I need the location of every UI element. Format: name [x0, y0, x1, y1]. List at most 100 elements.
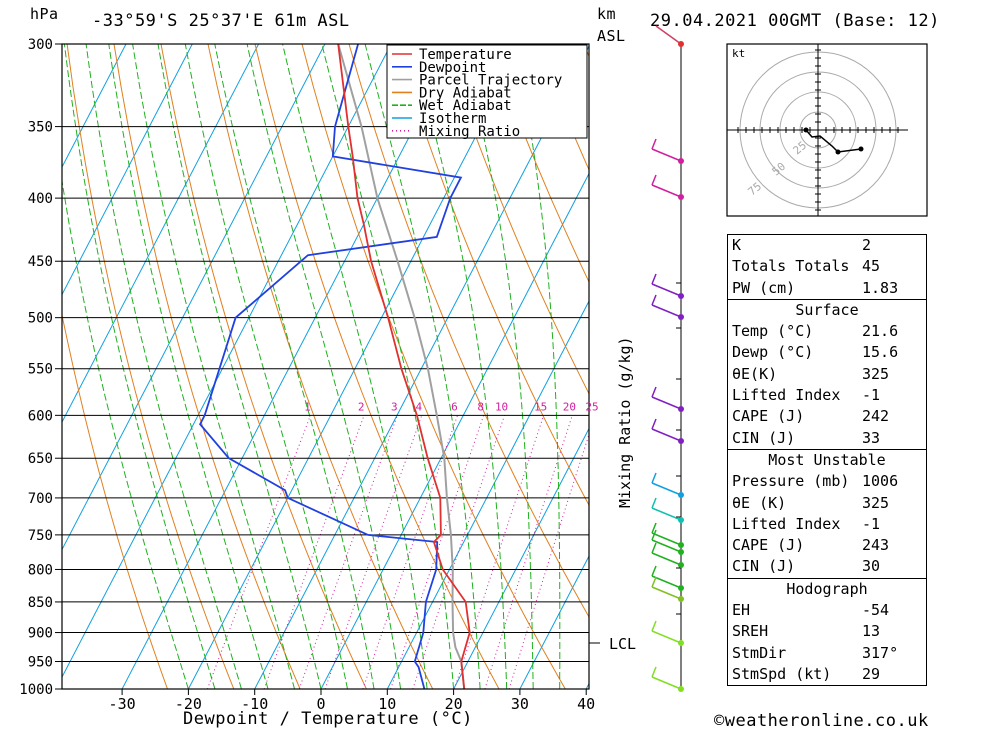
surface-dewp-label: Dewp (°C) — [732, 343, 814, 362]
surface-cape-row: CAPE (J) 242 — [728, 406, 926, 427]
dry-adiabat-line — [395, 44, 589, 507]
wind-barb-dot — [678, 517, 684, 523]
k-index-label: K — [732, 236, 742, 254]
surface-li-label: Lifted Index — [732, 386, 841, 405]
mixing-ratio-tick-label: 15 — [534, 400, 547, 413]
dry-adiabat-line — [160, 44, 367, 689]
wind-barb-flag — [651, 620, 657, 632]
totals-row: Totals Totals 45 — [728, 256, 926, 277]
legend-item-label: Temperature — [419, 47, 512, 63]
mixing-ratio-line — [324, 415, 423, 689]
asl-label: ASL — [597, 27, 626, 45]
eh-row: EH -54 — [728, 600, 926, 621]
legend-item-label: Dry Adiabat — [419, 85, 512, 101]
totals-label: Totals Totals — [732, 257, 850, 276]
wind-barb-flag — [651, 565, 657, 577]
x-tick-label: 40 — [577, 695, 595, 713]
pressure-tick-label: 750 — [28, 528, 53, 544]
surface-dewp-row: Dewp (°C) 15.6 — [728, 342, 926, 363]
wind-barb — [651, 283, 682, 297]
hodograph-point — [835, 149, 841, 155]
wind-barb-dot — [678, 314, 684, 320]
x-tick-label: 20 — [445, 695, 463, 713]
wind-barb — [651, 184, 682, 198]
mixing-ratio-line — [508, 432, 589, 689]
mixing-ratio-tick-label: 2 — [358, 400, 365, 413]
wind-barb — [651, 396, 682, 410]
mu-pres-label: Pressure (mb) — [732, 472, 850, 491]
stmdir-value: 317° — [862, 643, 899, 662]
isotherm-line — [62, 44, 260, 424]
wet-adiabat-line — [85, 44, 242, 689]
mixing-ratio-line — [263, 415, 365, 689]
pw-row: PW (cm) 1.83 — [728, 278, 926, 299]
surface-cin-row: CIN (J) 33 — [728, 428, 926, 449]
mu-pres-value: 1006 — [862, 472, 899, 491]
wind-barb-dot — [678, 585, 684, 591]
parcel-trajectory-line — [337, 44, 466, 689]
mu-cin-value: 30 — [862, 557, 881, 576]
sreh-row: SREH 13 — [728, 621, 926, 642]
mixing-ratio-tick-label: 25 — [585, 400, 598, 413]
pressure-tick-label: 950 — [28, 655, 53, 671]
isotherm-line — [62, 44, 392, 679]
pressure-tick-label: 550 — [28, 362, 53, 378]
mu-cin-label: CIN (J) — [732, 557, 796, 576]
totals-value: 45 — [862, 257, 881, 276]
wind-barb — [651, 428, 682, 442]
wind-barb-dot — [678, 406, 684, 412]
mixing-ratio-tick-label: 1 — [304, 400, 311, 413]
wet-adiabat-line — [63, 44, 216, 689]
hodograph-point — [858, 146, 864, 152]
x-tick-label: 10 — [378, 695, 396, 713]
location-title: -33°59'S 25°37'E 61m ASL — [92, 11, 350, 31]
mu-cin-row: CIN (J) 30 — [728, 556, 926, 577]
hodograph-box: Hodograph EH -54 SREH 13 StmDir 317° StmSpd… — [727, 578, 927, 687]
hodograph-point — [803, 127, 809, 133]
plot-frame — [61, 43, 590, 690]
x-tick-label: -10 — [241, 695, 268, 713]
wind-barb-flag — [651, 529, 657, 541]
legend-item-label: Dewpoint — [419, 60, 486, 76]
wind-barb-flag — [651, 294, 657, 306]
surface-theta-label: θE(K) — [732, 364, 778, 383]
mixing-ratio-tick-label: 20 — [563, 400, 576, 413]
wind-barb-flag — [651, 666, 657, 678]
pw-value: 1.83 — [862, 278, 899, 297]
stmspd-value: 29 — [862, 664, 881, 683]
legend-item-label: Wet Adiabat — [419, 98, 512, 114]
wind-barb — [651, 532, 682, 546]
mu-li-row: Lifted Index -1 — [728, 514, 926, 535]
temperature-line — [337, 44, 471, 689]
hodograph-unit-label: kt — [732, 47, 745, 60]
surface-box: Surface Temp (°C) 21.6 Dewp (°C) 15.6 θE(K… — [727, 299, 927, 450]
wind-barb — [651, 552, 682, 566]
surface-temp-value: 21.6 — [862, 322, 899, 341]
pressure-tick-label: 700 — [28, 491, 53, 507]
wind-barb — [651, 539, 682, 553]
mixing-ratio-line — [453, 415, 545, 689]
wind-barb — [651, 586, 682, 600]
pressure-tick-label: 450 — [28, 254, 53, 270]
x-tick-label: -20 — [175, 695, 202, 713]
surface-cin-label: CIN (J) — [732, 428, 796, 447]
isotherm-line — [187, 44, 525, 689]
footer-credit[interactable]: ©weatheronline.co.uk — [714, 711, 929, 731]
mixing-ratio-axis-label: Mixing Ratio (g/kg) — [616, 336, 634, 508]
isotherm-line — [386, 300, 589, 689]
wind-barb — [651, 630, 682, 644]
wind-barb-dot — [678, 158, 684, 164]
hodograph-trace — [805, 129, 862, 153]
wind-barb-dot — [678, 542, 684, 548]
surface-dewp-value: 15.6 — [862, 343, 899, 362]
legend-item-label: Mixing Ratio — [419, 124, 520, 140]
dry-adiabat-line — [207, 44, 434, 689]
pressure-tick-label: 300 — [28, 37, 53, 53]
wet-adiabat-line — [514, 44, 561, 689]
wet-adiabat-line — [282, 44, 428, 689]
